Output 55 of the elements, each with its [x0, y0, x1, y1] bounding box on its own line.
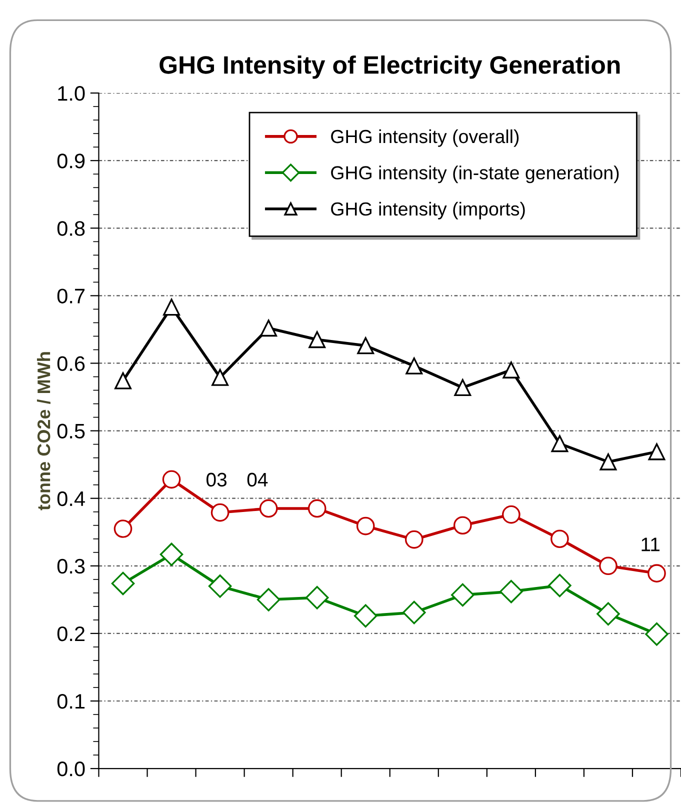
point: [354, 604, 378, 628]
point: [406, 357, 423, 374]
point: [208, 574, 232, 598]
point: [305, 586, 329, 610]
point: [162, 470, 181, 489]
point: [308, 331, 326, 348]
point: [259, 499, 278, 518]
y-tick-label: 0.5: [57, 424, 85, 439]
point: [308, 499, 326, 518]
point: [357, 337, 374, 354]
point: [402, 600, 426, 624]
point: [111, 572, 135, 596]
point: [210, 503, 230, 522]
point: [648, 443, 666, 460]
point: [548, 574, 572, 598]
y-tick-label: 0.2: [57, 626, 85, 642]
point: [600, 453, 617, 470]
point: [160, 542, 184, 566]
y-tick-label: 0.6: [57, 356, 85, 371]
point: [404, 530, 424, 549]
annotation: 04: [247, 472, 268, 487]
point: [648, 564, 666, 582]
point: [551, 435, 568, 452]
y-tick-label: 0.8: [57, 221, 85, 236]
point: [114, 520, 132, 538]
annotation: 11: [642, 538, 660, 552]
point: [451, 583, 474, 607]
point: [645, 622, 668, 646]
point: [356, 516, 375, 536]
point: [454, 379, 472, 396]
y-tick-label: 0.0: [57, 762, 85, 776]
chart-title: GHG Intensity of Electricity Generation: [160, 55, 620, 79]
annotation: 03: [206, 472, 227, 487]
point: [453, 516, 472, 535]
point: [500, 580, 523, 604]
y-tick-label: 0.7: [57, 288, 85, 304]
y-tick-label: 0.3: [57, 558, 85, 574]
y-tick-label: 0.4: [57, 491, 85, 506]
y-tick-label: 1.0: [58, 86, 85, 101]
point: [114, 372, 132, 390]
point: [163, 298, 180, 316]
y-tick-label: 0.9: [57, 154, 85, 168]
point: [550, 530, 569, 548]
y-axis-title: tonne CO2e / MWh: [36, 352, 50, 510]
point: [256, 588, 280, 612]
point: [502, 362, 520, 378]
point: [260, 320, 278, 337]
legend-label: GHG intensity (overall): [331, 129, 519, 147]
legend-label: GHG intensity (imports): [331, 202, 525, 220]
point: [502, 505, 520, 524]
point: [596, 602, 620, 626]
point: [212, 368, 229, 386]
y-tick-label: 0.1: [57, 694, 85, 709]
legend-label: GHG intensity (in-state generation): [331, 166, 619, 184]
point: [599, 556, 618, 576]
